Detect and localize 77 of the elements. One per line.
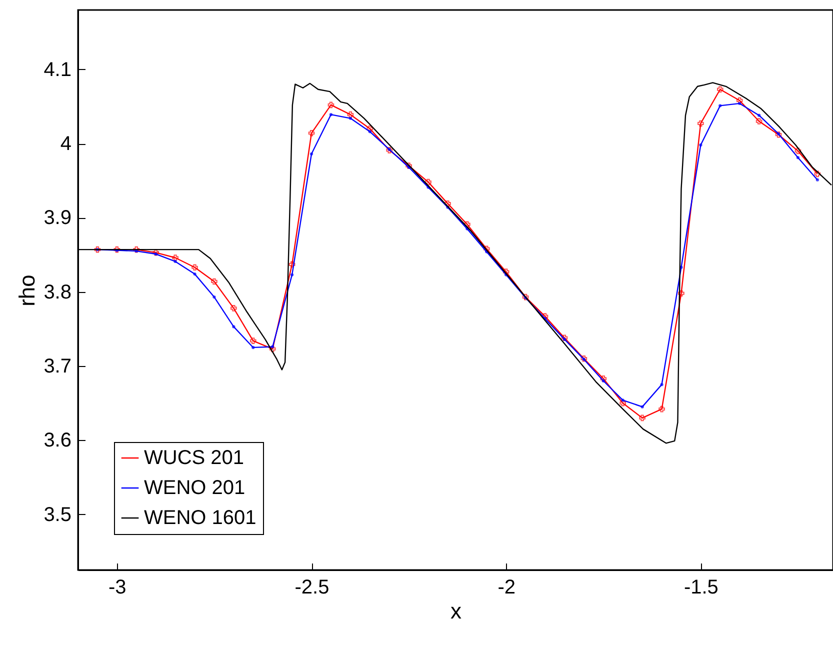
- point: [329, 113, 333, 116]
- point: [425, 178, 432, 186]
- x-tick-label: -1.5: [684, 576, 718, 598]
- y-tick-label: 3.6: [44, 430, 72, 452]
- x-tick-label: -3: [108, 576, 126, 598]
- point: [133, 246, 140, 253]
- point: [114, 246, 120, 253]
- point: [348, 116, 352, 120]
- point: [658, 406, 665, 412]
- point: [738, 102, 742, 106]
- point: [347, 111, 354, 118]
- point: [172, 254, 178, 261]
- x-tick-label: -2.5: [294, 576, 330, 598]
- point: [757, 114, 761, 117]
- point: [716, 86, 724, 93]
- point: [502, 268, 510, 275]
- point: [406, 162, 412, 169]
- y-axis-title: rho: [14, 274, 40, 306]
- point: [230, 305, 237, 312]
- point: [562, 338, 566, 341]
- y-tick-label: 3.7: [44, 356, 72, 378]
- point: [368, 130, 372, 134]
- point: [776, 132, 780, 136]
- point: [582, 358, 586, 361]
- point: [794, 148, 802, 154]
- point: [620, 400, 626, 406]
- legend-label: WUCS 201: [144, 447, 244, 469]
- point: [250, 338, 256, 344]
- point: [271, 345, 274, 348]
- point: [232, 325, 236, 328]
- y-tick-label: 4: [60, 133, 72, 156]
- point: [718, 104, 722, 108]
- x-tick-label: -2: [498, 576, 516, 598]
- point: [561, 334, 568, 341]
- point: [366, 126, 374, 132]
- point: [621, 398, 624, 402]
- point: [698, 120, 704, 127]
- point: [288, 261, 296, 268]
- point: [193, 272, 196, 276]
- point: [602, 379, 605, 382]
- point: [640, 405, 644, 408]
- point: [328, 102, 334, 108]
- point: [736, 97, 743, 104]
- point: [154, 252, 158, 256]
- point: [252, 346, 255, 350]
- point: [192, 264, 198, 271]
- point: [542, 313, 548, 320]
- point: [308, 130, 315, 136]
- point: [174, 260, 177, 264]
- point: [152, 249, 159, 256]
- point: [464, 221, 470, 228]
- y-tick-label: 4.1: [44, 58, 72, 81]
- point: [290, 273, 294, 276]
- point: [211, 278, 218, 285]
- point: [522, 294, 529, 300]
- point: [816, 178, 820, 182]
- y-tick-label: 3.9: [44, 207, 72, 230]
- point: [600, 375, 607, 382]
- point: [444, 200, 451, 207]
- point: [699, 143, 702, 147]
- point: [580, 355, 588, 362]
- point: [483, 246, 490, 252]
- point: [269, 346, 276, 352]
- y-tick-label: 3.8: [44, 281, 72, 304]
- legend-label: WENO 1601: [144, 507, 256, 529]
- y-tick-label: 3.5: [44, 504, 72, 526]
- point: [212, 295, 216, 299]
- point: [756, 118, 762, 124]
- point: [678, 290, 684, 296]
- point: [775, 131, 782, 138]
- point: [639, 414, 646, 422]
- x-axis-title: x: [450, 598, 462, 624]
- point: [796, 156, 800, 160]
- legend-label: WENO 201: [144, 477, 246, 499]
- point: [814, 170, 821, 178]
- point: [660, 382, 664, 386]
- point: [310, 152, 314, 156]
